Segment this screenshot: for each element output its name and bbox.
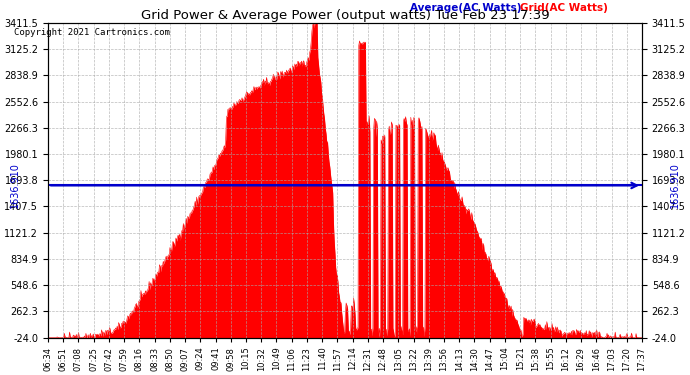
Text: 1636.910: 1636.910 — [670, 162, 680, 209]
Text: Copyright 2021 Cartronics.com: Copyright 2021 Cartronics.com — [14, 28, 170, 37]
Text: Average(AC Watts): Average(AC Watts) — [411, 3, 522, 13]
Text: 1636.910: 1636.910 — [10, 162, 20, 209]
Title: Grid Power & Average Power (output watts) Tue Feb 23 17:39: Grid Power & Average Power (output watts… — [141, 9, 549, 22]
Text: Grid(AC Watts): Grid(AC Watts) — [520, 3, 608, 13]
